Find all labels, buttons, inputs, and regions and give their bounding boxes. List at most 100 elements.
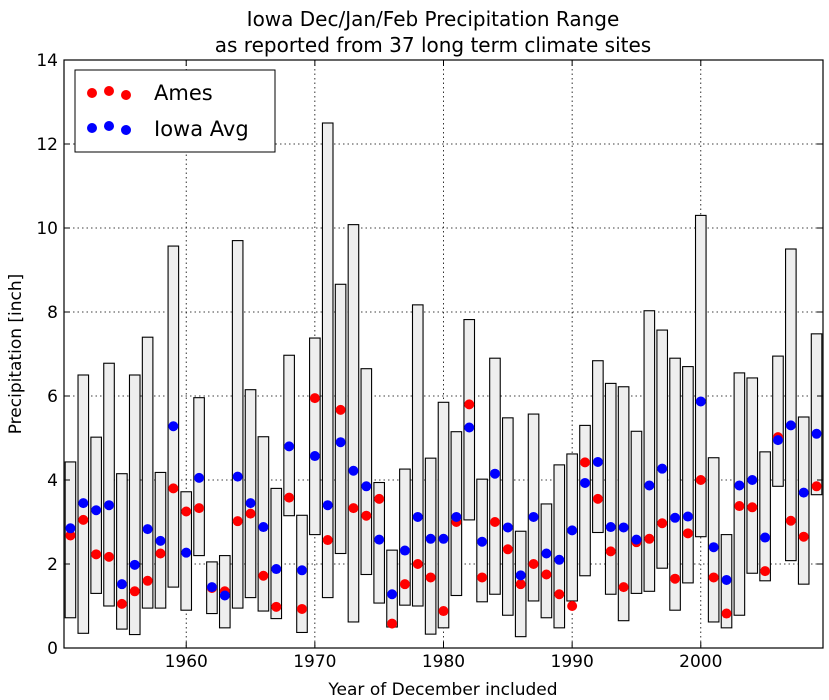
iowa-avg-point-1951 xyxy=(65,523,76,534)
iowa-avg-point-1992 xyxy=(592,456,603,467)
range-bar-2008 xyxy=(797,416,810,585)
iowa-avg-point-1966 xyxy=(258,522,269,533)
iowa-avg-point-1958 xyxy=(155,535,166,546)
iowa-avg-point-1996 xyxy=(644,480,655,491)
iowa-avg-point-1978 xyxy=(412,511,423,522)
range-bar-1992 xyxy=(592,360,604,534)
iowa-avg-point-1980 xyxy=(438,533,449,544)
iowa-avg-point-1952 xyxy=(78,498,89,509)
range-bar-1956 xyxy=(128,374,141,636)
range-bar-2009 xyxy=(810,333,823,496)
iowa-avg-point-1989 xyxy=(554,554,565,565)
ames-point-1991 xyxy=(580,457,591,468)
ames-point-1973 xyxy=(348,503,359,514)
range-bar-2005 xyxy=(759,451,771,582)
iowa-avg-point-1961 xyxy=(194,472,205,483)
range-bar-1996 xyxy=(643,310,656,592)
chart-subtitle: as reported from 37 long term climate si… xyxy=(215,33,651,57)
range-bar-1985 xyxy=(501,417,514,616)
chart-title: Iowa Dec/Jan/Feb Precipitation Range xyxy=(247,7,620,31)
ames-point-1984 xyxy=(489,517,500,527)
range-bar-2007 xyxy=(785,248,797,562)
ames-point-1994 xyxy=(618,582,629,593)
axis-ticks: 0 2 4 6 8 10 12 14 1960 1970 1980 1990 2000 xyxy=(36,51,823,672)
range-bar-1957 xyxy=(141,336,154,609)
iowa-avg-point-2001 xyxy=(708,542,719,553)
iowa-avg-point-2000 xyxy=(695,396,706,407)
ames-point-1996 xyxy=(644,533,655,544)
range-bar-1995 xyxy=(630,430,643,594)
ames-point-2004 xyxy=(747,502,758,513)
iowa-avg-point-1983 xyxy=(477,536,488,547)
iowa-avg-point-2006 xyxy=(772,435,783,446)
range-bar-2006 xyxy=(772,355,784,487)
x-tick-label: 1990 xyxy=(551,652,594,672)
ames-point-2000 xyxy=(695,475,706,485)
y-tick-label: 6 xyxy=(47,387,58,407)
ames-point-1992 xyxy=(592,493,603,504)
iowa-avg-point-1970 xyxy=(309,451,320,462)
range-bar-1979 xyxy=(424,457,437,635)
ames-point-1959 xyxy=(168,483,179,494)
range-bar-2000 xyxy=(694,214,707,538)
y-tick-label: 10 xyxy=(36,219,58,239)
iowa-avg-point-1972 xyxy=(335,437,346,448)
x-axis-label: Year of December included xyxy=(327,680,557,700)
ames-point-1969 xyxy=(296,603,307,614)
legend-label-ames: Ames xyxy=(154,81,213,105)
ames-point-1999 xyxy=(682,528,693,539)
iowa-avg-point-1973 xyxy=(348,465,359,476)
range-bar-1953 xyxy=(90,436,102,594)
iowa-avg-point-2004 xyxy=(747,475,758,485)
range-bar-2001 xyxy=(707,457,720,623)
ames-point-1953 xyxy=(91,549,102,560)
y-tick-label: 2 xyxy=(47,555,58,575)
range-bar-1976 xyxy=(386,549,398,628)
x-tick-label: 1970 xyxy=(293,652,336,672)
iowa-avg-point-1971 xyxy=(322,500,333,511)
range-bar-1959 xyxy=(167,245,180,588)
iowa-avg-point-1997 xyxy=(657,463,668,474)
range-bar-1974 xyxy=(360,368,373,576)
iowa-avg-point-1956 xyxy=(129,559,140,570)
range-bar-1977 xyxy=(399,468,411,606)
ames-point-1985 xyxy=(502,544,513,555)
iowa-avg-point-1968 xyxy=(284,441,295,452)
ames-point-1958 xyxy=(155,548,166,559)
iowa-avg-point-1987 xyxy=(528,511,539,522)
range-bar-1980 xyxy=(437,401,450,629)
ames-point-2007 xyxy=(785,515,796,526)
iowa-avg-point-1999 xyxy=(682,511,693,522)
range-bar-1993 xyxy=(604,382,617,595)
ames-point-1989 xyxy=(554,589,565,600)
range-bar-1991 xyxy=(579,424,591,577)
range-bar-1988 xyxy=(540,503,553,619)
range-bar-1971 xyxy=(321,122,334,599)
iowa-avg-point-1969 xyxy=(296,565,307,576)
ames-point-1983 xyxy=(477,572,488,583)
ames-point-1967 xyxy=(271,601,282,612)
iowa-avg-point-1957 xyxy=(142,524,153,535)
ames-point-2005 xyxy=(760,566,771,577)
iowa-avg-point-1984 xyxy=(489,468,500,479)
legend-box xyxy=(74,69,276,153)
iowa-avg-point-1988 xyxy=(541,548,552,559)
ames-point-1988 xyxy=(541,569,552,580)
range-bar-1989 xyxy=(553,464,566,629)
range-bar-1998 xyxy=(669,357,681,611)
ames-point-1957 xyxy=(142,575,153,586)
ames-point-1965 xyxy=(245,508,256,519)
range-bar-1987 xyxy=(527,413,540,602)
iowa-avg-point-1995 xyxy=(631,534,642,545)
ames-point-1990 xyxy=(567,601,578,611)
ames-point-2008 xyxy=(798,531,809,542)
range-bar-1967 xyxy=(270,487,283,620)
iowa-avg-point-1991 xyxy=(580,477,591,488)
ames-point-1982 xyxy=(464,399,475,410)
y-tick-label: 0 xyxy=(47,639,58,659)
iowa-avg-point-1965 xyxy=(245,498,256,509)
iowa-avg-point-1975 xyxy=(374,534,385,545)
iowa-avg-point-1974 xyxy=(361,481,372,492)
iowa-avg-point-1982 xyxy=(464,422,475,433)
iowa-avg-point-1994 xyxy=(618,522,629,533)
